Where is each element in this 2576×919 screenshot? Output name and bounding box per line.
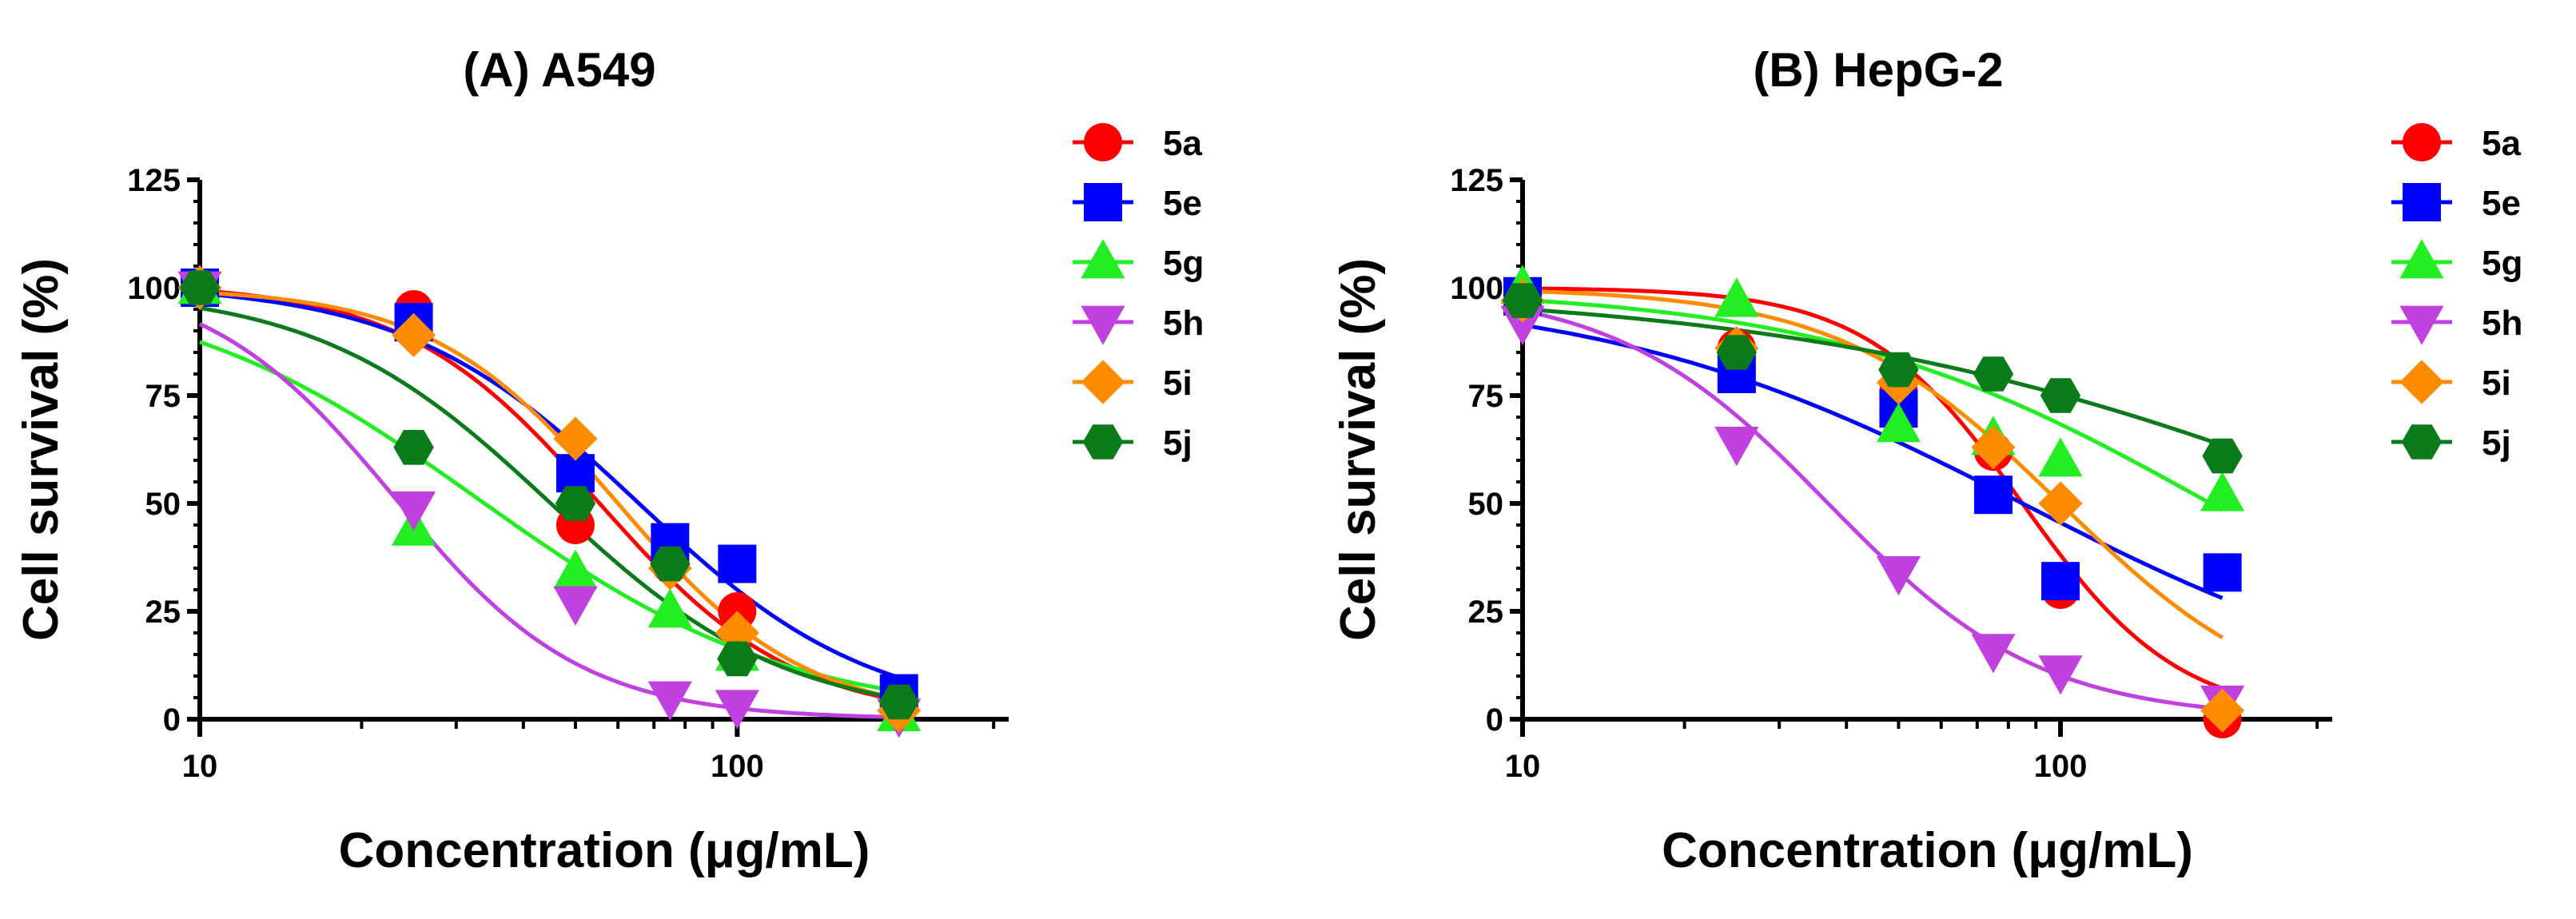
legend-marker-5g xyxy=(1081,239,1125,279)
x-tick-label: 100 xyxy=(711,749,764,784)
fit-curve-5h xyxy=(1522,308,2223,711)
fit-curve-5j xyxy=(1522,307,2224,448)
legend-label-5h: 5h xyxy=(2482,304,2522,343)
fit-curve-5a xyxy=(199,288,900,702)
data-point-5i xyxy=(391,312,436,357)
data-point-5g xyxy=(1714,277,1759,317)
data-point-5h xyxy=(647,681,692,721)
panel-hepg2: (B) HepG-2 0 25 50 75 100 125 10 100 Concentratio… xyxy=(1331,43,2522,878)
data-point-5j xyxy=(393,430,434,465)
legend-marker-5e xyxy=(1084,183,1122,221)
x-axis-label: Concentration (μg/mL) xyxy=(339,823,870,878)
legend-marker-5h xyxy=(1081,305,1125,345)
legend-marker-5e xyxy=(2403,183,2441,221)
data-point-5e xyxy=(1973,475,2013,515)
data-point-5j xyxy=(1878,352,1919,388)
x-tick-label: 100 xyxy=(2034,749,2088,784)
legend-marker-5i xyxy=(2399,360,2444,404)
data-point-5e xyxy=(2203,553,2242,592)
x-tick-label: 10 xyxy=(1505,749,1541,784)
data-point-5i xyxy=(2200,688,2245,733)
data-point-5i xyxy=(2038,481,2083,526)
legend-marker-5j xyxy=(1082,424,1124,460)
x-axis-label: Concentration (μg/mL) xyxy=(1662,823,2193,878)
data-point-5h xyxy=(1971,634,2016,674)
legend-label-5i: 5i xyxy=(1163,364,1192,403)
data-point-5j xyxy=(179,270,221,305)
fit-curve-5e xyxy=(199,291,900,680)
data-point-5j xyxy=(1502,283,1543,318)
fit-curve-5i xyxy=(1522,288,2224,640)
y-tick-label: 25 xyxy=(145,595,181,630)
data-point-5g xyxy=(647,588,692,628)
data-point-5g xyxy=(1876,403,1921,443)
y-tick-label: 0 xyxy=(163,702,181,738)
chart-title: (B) HepG-2 xyxy=(1753,43,2003,97)
data-point-5g xyxy=(2200,471,2245,511)
data-point-5g xyxy=(2038,437,2083,477)
data-point-5e xyxy=(718,544,757,583)
legend-label-5j: 5j xyxy=(1163,424,1192,463)
y-tick-label: 100 xyxy=(127,271,181,306)
data-point-5j xyxy=(1716,335,1757,370)
legend-label-5i: 5i xyxy=(2482,364,2511,403)
data-point-5e xyxy=(2041,562,2080,601)
fit-curve-5i xyxy=(199,290,900,702)
legend-label-5h: 5h xyxy=(1163,304,1204,343)
data-point-5j xyxy=(2040,378,2081,413)
y-tick-label: 25 xyxy=(1468,595,1504,630)
x-tick-label: 10 xyxy=(182,749,218,784)
legend-marker-5j xyxy=(2401,424,2443,460)
data-point-5h xyxy=(2038,655,2083,695)
legend-label-5e: 5e xyxy=(1163,184,1202,223)
y-tick-label: 125 xyxy=(1450,163,1503,198)
panel-a549: (A) A549 0 25 50 75 100 125 10 100 Concentration … xyxy=(14,43,1204,878)
data-point-5j xyxy=(555,486,596,521)
legend-marker-5i xyxy=(1081,360,1125,404)
legend-label-5a: 5a xyxy=(2482,124,2521,163)
data-point-5j xyxy=(878,684,919,720)
y-axis-label: Cell survival (%) xyxy=(14,258,69,641)
y-tick-label: 125 xyxy=(127,163,181,198)
chart-title: (A) A549 xyxy=(463,43,655,97)
data-point-5h xyxy=(1876,556,1921,596)
y-tick-label: 100 xyxy=(1450,271,1503,306)
y-tick-label: 50 xyxy=(145,487,181,522)
fit-curve-5a xyxy=(1523,286,2224,690)
legend-marker-5g xyxy=(2399,239,2444,279)
legend-label-5g: 5g xyxy=(1163,244,1204,283)
y-tick-label: 50 xyxy=(1468,487,1504,522)
fit-curve-5g xyxy=(1522,297,2224,512)
data-point-5h xyxy=(1714,427,1759,467)
data-point-5j xyxy=(2202,438,2243,474)
legend-marker-5h xyxy=(2399,305,2444,345)
data-point-5i xyxy=(553,416,598,461)
data-point-5g xyxy=(553,549,598,589)
data-point-5j xyxy=(1973,356,2014,392)
legend-label-5j: 5j xyxy=(2482,424,2511,463)
data-point-5h xyxy=(391,491,436,531)
fit-curve-5j xyxy=(199,305,900,701)
y-tick-label: 75 xyxy=(145,379,181,414)
legend-marker-5a xyxy=(1084,123,1122,161)
y-axis-label: Cell survival (%) xyxy=(1331,258,1386,641)
data-point-5h xyxy=(553,586,598,626)
data-point-5j xyxy=(717,641,758,677)
data-point-5j xyxy=(650,546,691,582)
data-point-5h xyxy=(715,690,759,730)
legend-label-5e: 5e xyxy=(2482,184,2521,223)
legend-marker-5a xyxy=(2403,123,2441,161)
data-point-5i xyxy=(1971,425,2016,470)
y-tick-label: 75 xyxy=(1468,379,1504,414)
y-tick-label: 0 xyxy=(1486,702,1503,738)
fit-curve-5g xyxy=(199,340,900,694)
legend-label-5a: 5a xyxy=(1163,124,1202,163)
fit-curve-5h xyxy=(198,322,899,719)
legend-label-5g: 5g xyxy=(2482,244,2522,283)
